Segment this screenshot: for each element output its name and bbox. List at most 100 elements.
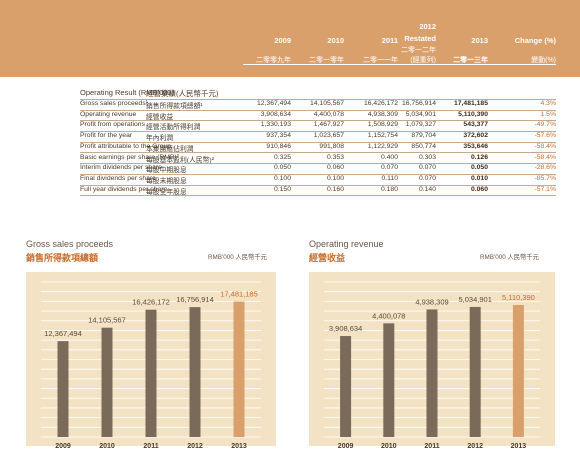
header-restated: Restated	[404, 34, 436, 43]
row-value: 0.110	[381, 174, 398, 182]
data-label: 5,034,901	[459, 295, 492, 304]
row-label-en: Profit from operations	[80, 121, 145, 129]
row-value: 0.150	[273, 185, 291, 193]
row-value: 3,908,634	[260, 110, 291, 118]
data-label: 16,756,914	[176, 295, 214, 304]
row-label-cn: 經營收益	[146, 113, 174, 121]
row-value: 1,508,929	[367, 121, 398, 129]
table-row: Operating revenue 經營收益 3,908,634 4,400,078 4…	[0, 111, 580, 122]
row-change: -85.7%	[534, 174, 556, 182]
row-label-en: Full year dividends per share	[80, 185, 168, 193]
row-change: -28.6%	[534, 164, 556, 172]
header-year-cn-2012: 二零一二年	[401, 47, 436, 54]
row-label-cn: 每股末期股息	[146, 177, 187, 185]
section-title-en: Operating Result (RMB'000)	[80, 88, 174, 97]
header-restated-cn: (經重列)	[410, 57, 436, 64]
table-row: Full year dividends per share 每股全年股息 0.150…	[0, 186, 580, 197]
row-value: 0.010	[470, 174, 488, 182]
row-label-cn: 每股基本盈利(人民幣)²	[146, 156, 214, 164]
bar-2011	[426, 309, 438, 437]
bar-2012	[469, 306, 481, 437]
x-tick-label: 2011	[424, 443, 439, 450]
row-value: 0.400	[380, 153, 398, 161]
row-value: 16,756,914	[401, 100, 436, 107]
row-value: 5,110,390	[458, 110, 488, 118]
row-divider	[80, 163, 556, 165]
header-year-2012: 2012	[419, 22, 436, 31]
table-row: Final dividends per share 每股末期股息 0.100 0.10…	[0, 175, 580, 186]
row-value: 16,426,172	[363, 100, 398, 107]
row-value: 1,079,327	[405, 121, 436, 129]
row-value: 4,938,309	[367, 110, 398, 118]
table-row: Profit attributable to the Group 本集團應佔利潤 9…	[0, 143, 580, 154]
bar-2011	[145, 309, 157, 437]
row-divider	[80, 120, 556, 122]
row-label-en: Gross sales proceeds¹	[80, 100, 148, 107]
data-label: 5,110,390	[502, 293, 535, 302]
header-change: Change (%)	[514, 36, 556, 45]
row-change: -58.4%	[534, 142, 556, 150]
section-title-cn: 經營業績(人民幣千元)	[146, 89, 219, 98]
row-change: -57.6%	[534, 132, 556, 140]
x-tick-label: 2009	[338, 443, 354, 450]
x-tick-label: 2012	[187, 443, 203, 450]
row-divider	[80, 141, 556, 143]
row-divider	[80, 173, 556, 175]
row-value: 937,354	[266, 132, 291, 140]
bar-2010	[383, 323, 395, 437]
row-label-en: Basic earnings per share (RMB)²	[80, 153, 179, 161]
row-value: 5,034,901	[405, 110, 436, 118]
data-label: 3,908,634	[329, 324, 362, 333]
row-value: 1,330,193	[260, 121, 291, 129]
revenue-chart-title-en: Operating revenue	[309, 239, 384, 249]
row-value: 0.050	[273, 164, 291, 172]
header-year-2010: 2010	[327, 36, 344, 45]
row-value: 0.060	[326, 164, 344, 172]
header-year-2013: 2013	[471, 36, 488, 45]
row-value: 0.180	[380, 185, 398, 193]
row-value: 850,774	[411, 142, 436, 150]
table-row: Profit for the year 年內利潤 937,354 1,023,657 1…	[0, 132, 580, 143]
header-change-cn: 變動(%)	[531, 57, 556, 64]
row-value: 0.140	[418, 185, 436, 193]
row-change: -49.7%	[534, 121, 556, 129]
x-tick-label: 2011	[143, 443, 158, 450]
row-value: 0.100	[326, 174, 344, 182]
row-value: 0.126	[470, 153, 488, 161]
header-rule	[243, 64, 556, 65]
x-tick-label: 2010	[381, 443, 397, 450]
row-label-cn: 銷售所得款項總額¹	[146, 103, 203, 110]
operating-revenue-chart: 3,908,634 2009 4,400,078 2010 4,938,309 2011 5…	[324, 281, 540, 450]
row-label-en: Interim dividends per share	[80, 164, 162, 172]
gross-chart-unit: RMB'000 人民幣千元	[208, 254, 267, 261]
row-value: 14,105,567	[309, 100, 344, 107]
row-label-cn: 每股中期股息	[146, 167, 187, 175]
data-label: 14,105,567	[88, 316, 126, 325]
row-change: -58.4%	[534, 153, 556, 161]
row-divider	[80, 195, 556, 197]
row-label-cn: 經營活動所得利潤	[146, 124, 201, 132]
revenue-chart-title-cn: 經營收益	[309, 253, 346, 263]
revenue-chart-unit: RMB'000 人民幣千元	[480, 254, 539, 261]
x-tick-label: 2010	[99, 443, 115, 450]
row-label-en: Operating revenue	[80, 110, 137, 118]
row-value: 0.100	[273, 174, 291, 182]
x-tick-label: 2009	[55, 443, 71, 450]
table-row: Gross sales proceeds¹ 銷售所得款項總額¹ 12,367,494…	[0, 100, 580, 111]
row-label-cn: 年內利潤	[146, 135, 174, 143]
row-value: 543,377	[463, 121, 488, 129]
row-value: 0.160	[326, 185, 344, 193]
row-value: 1,152,754	[367, 132, 398, 140]
x-tick-label: 2013	[231, 443, 247, 450]
table-row: Basic earnings per share (RMB)² 每股基本盈利(人民…	[0, 154, 580, 165]
gross-sales-chart: 12,367,494 2009 14,105,567 2010 16,426,172 20…	[41, 281, 261, 450]
row-divider	[80, 152, 556, 154]
row-divider	[80, 131, 556, 132]
bar-2013	[233, 301, 245, 437]
row-label-cn: 每股全年股息	[146, 188, 187, 196]
row-label-en: Profit for the year	[80, 132, 133, 140]
row-value: 1,023,657	[313, 132, 344, 140]
row-value: 17,481,185	[453, 100, 488, 107]
data-label: 4,400,078	[372, 311, 405, 320]
header-year-cn-2011: 二零一一年	[363, 57, 398, 64]
